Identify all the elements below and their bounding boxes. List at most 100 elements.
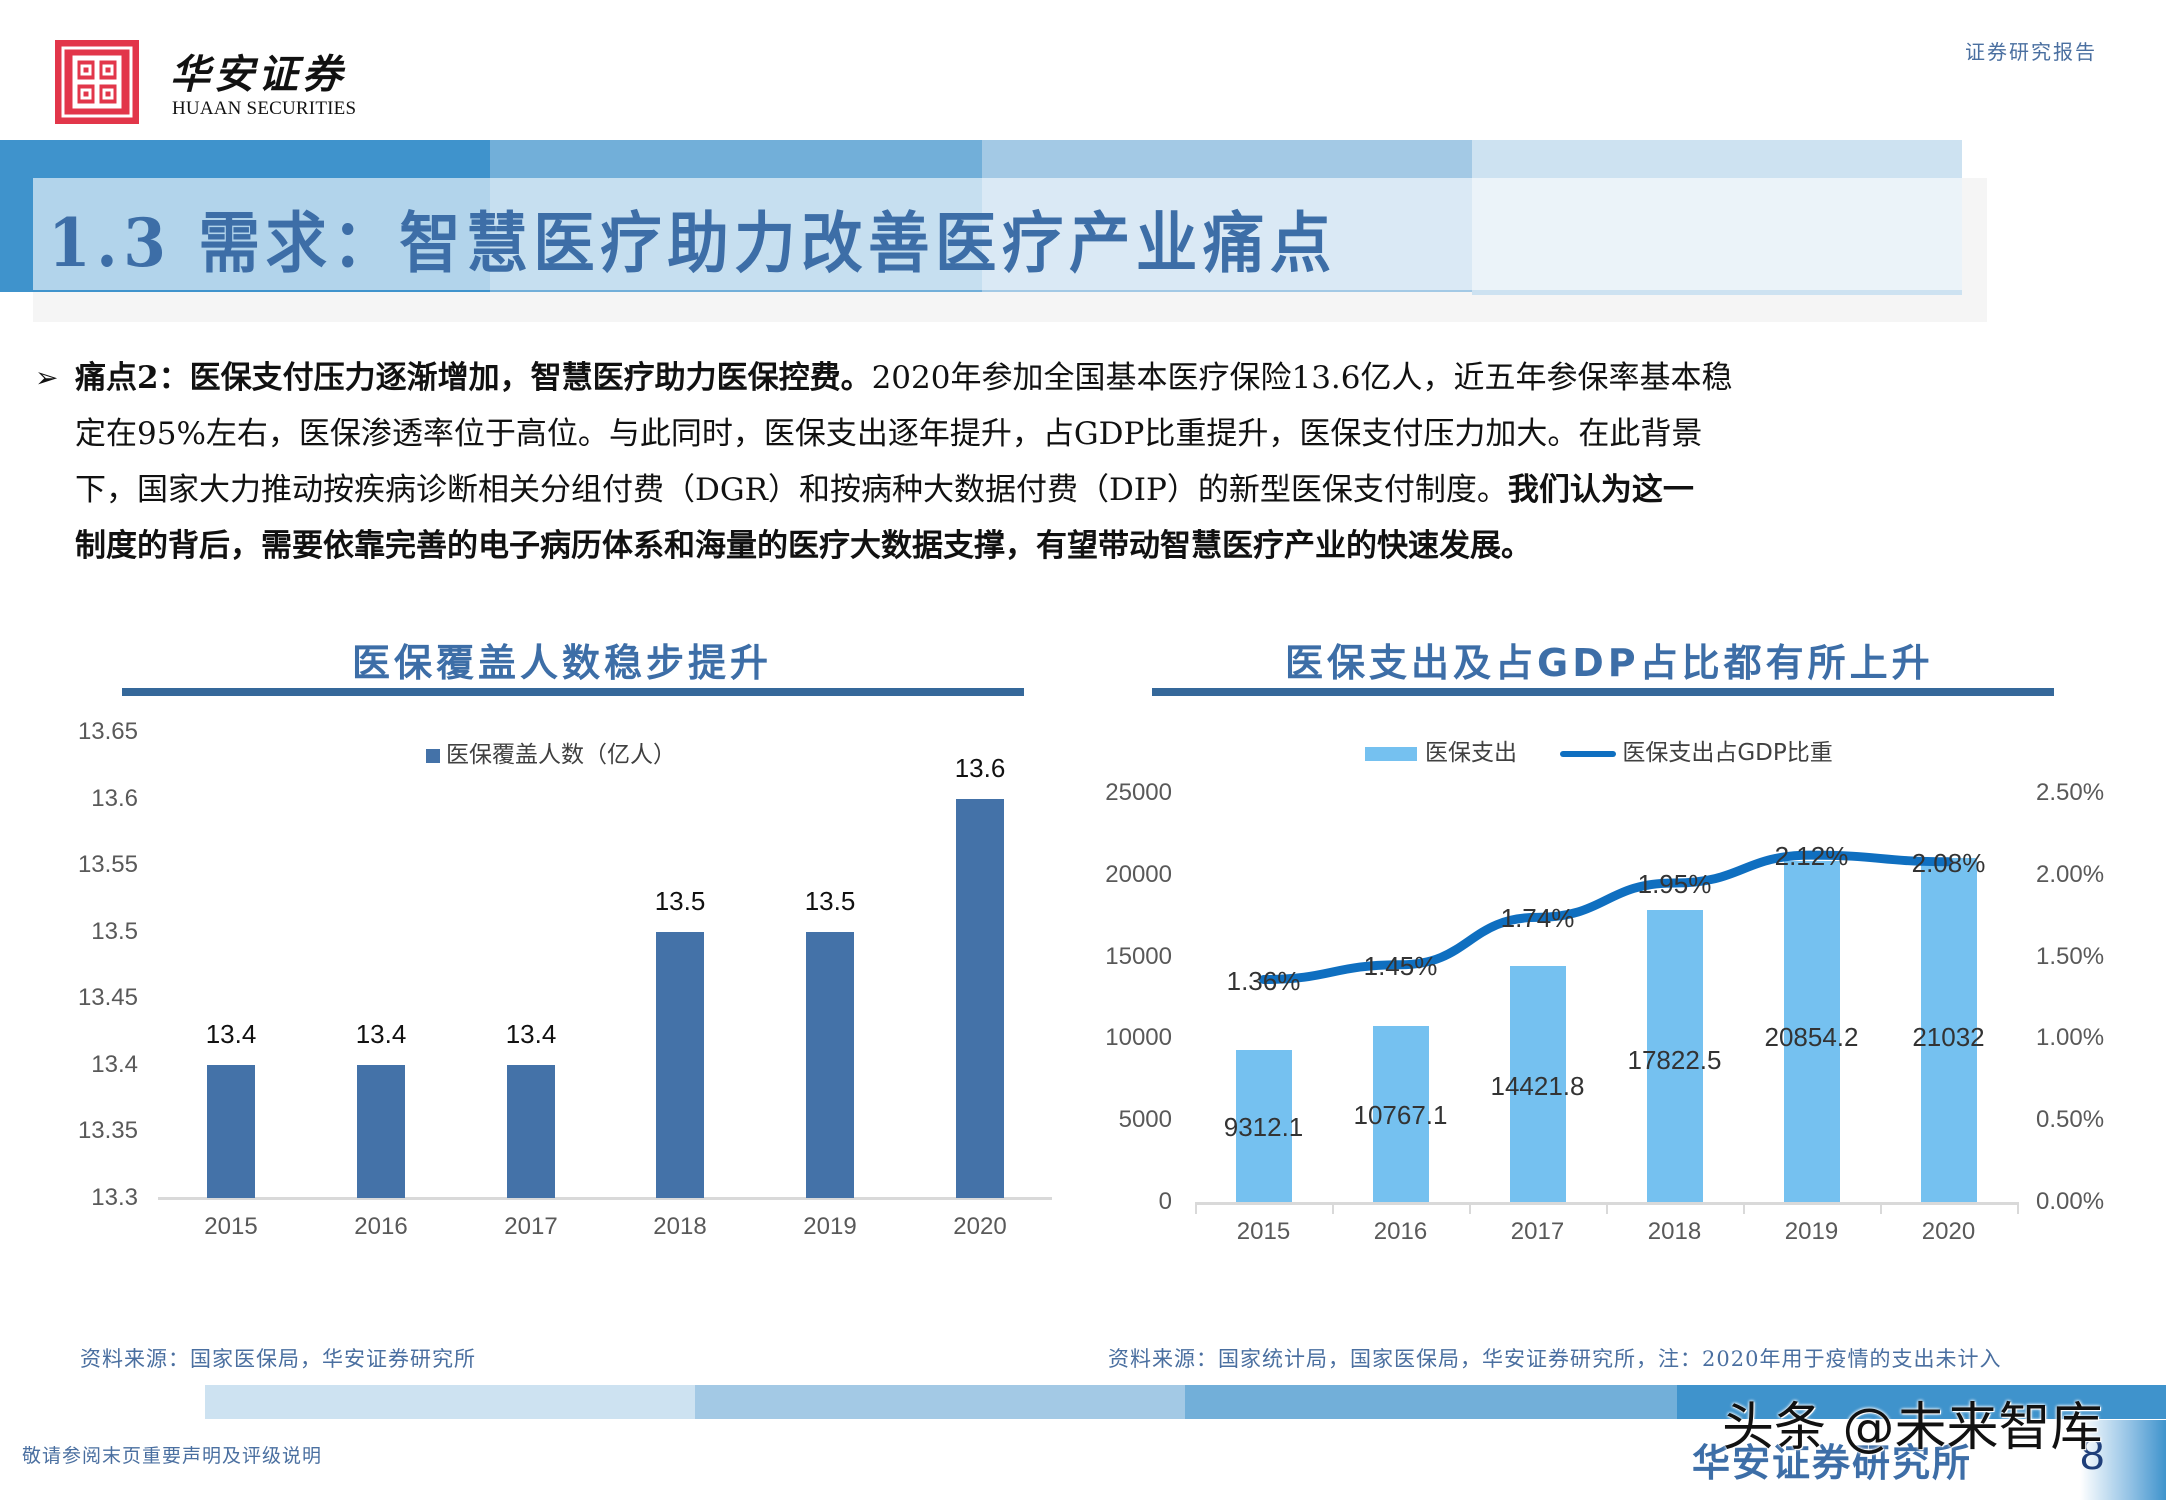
x-tick-label: 2018 <box>653 1213 707 1240</box>
chart-right-title-underline <box>1152 688 2054 696</box>
x-tick-label: 2019 <box>803 1213 857 1240</box>
bar <box>207 1064 255 1198</box>
x-tick-label: 2020 <box>953 1213 1007 1240</box>
logo-english-name: HUAAN SECURITIES <box>172 98 357 119</box>
x-axis-tick <box>2017 1202 2019 1214</box>
chart-right-legend: 医保支出 医保支出占GDP比重 <box>1365 733 1833 767</box>
footer-stripe-2 <box>695 1385 1185 1419</box>
y-tick-label: 13.45 <box>77 984 138 1012</box>
bar <box>507 1064 555 1198</box>
bar <box>1235 1049 1292 1202</box>
logo-chinese-name: 华安证券 <box>170 51 346 98</box>
footer-stripe-1 <box>205 1385 695 1419</box>
y-left-tick-label: 20000 <box>1105 860 1172 888</box>
x-tick-label: 2019 <box>1784 1218 1839 1245</box>
legend-swatch-icon <box>426 748 440 763</box>
chart-left-title: 医保覆盖人数稳步提升 <box>352 641 773 685</box>
y-left-tick-label: 0 <box>1158 1188 1172 1215</box>
x-axis-tick <box>1880 1202 1882 1214</box>
paragraph-line-3: 下，国家大力推动按疾病诊断相关分组付费（DGR）和按病种大数据付费（DIP）的新… <box>75 462 2095 518</box>
y-left-tick-label: 10000 <box>1105 1024 1172 1052</box>
paragraph-line-4: 制度的背后，需要依靠完善的电子病历体系和海量的医疗大数据支撑，有望带动智慧医疗产… <box>75 518 2095 574</box>
legend-label: 医保支出 <box>1425 740 1517 766</box>
chart-right-title: 医保支出及占GDP占比都有所上升 <box>1285 641 1934 685</box>
report-type-label: 证券研究报告 <box>1965 40 2097 64</box>
page-number: 8 <box>2080 1430 2105 1479</box>
paragraph-line-2: 定在95%左右，医保渗透率位于高位。与此同时，医保支出逐年提升，占GDP比重提升… <box>75 416 1703 452</box>
footer-brand: 华安证券研究所 <box>1692 1440 1973 1485</box>
y-left-tick-label: 25000 <box>1105 779 1172 806</box>
x-tick-label: 2018 <box>1647 1218 1702 1245</box>
x-axis-tick <box>1195 1202 1197 1214</box>
title-overlay <box>33 178 1962 290</box>
data-label: 13.4 <box>505 1018 557 1049</box>
x-axis-tick <box>1606 1202 1608 1214</box>
y-right-tick-label: 2.50% <box>2036 779 2105 806</box>
body-paragraph: ➢ 痛点2：医保支付压力逐渐增加，智慧医疗助力医保控费。2020年参加全国基本医… <box>35 350 2095 574</box>
x-axis-tick <box>1743 1202 1745 1214</box>
line-data-label: 1.45% <box>1363 950 1438 981</box>
x-tick-label: 2020 <box>1921 1218 1976 1245</box>
x-tick-label: 2017 <box>1510 1218 1565 1245</box>
y-right-tick-label: 0.50% <box>2036 1106 2105 1134</box>
bullet-arrow-icon: ➢ <box>35 361 59 394</box>
y-tick-label: 13.4 <box>91 1050 138 1078</box>
logo-mark <box>55 40 139 124</box>
bar <box>1372 1025 1429 1202</box>
paragraph-text: 2020年参加全国基本医疗保险13.6亿人，近五年参保率基本稳 <box>871 360 1733 396</box>
bar-data-label: 20854.2 <box>1764 1022 1859 1052</box>
bar-data-label: 9312.1 <box>1223 1112 1304 1142</box>
paragraph-text: 下，国家大力推动按疾病诊断相关分组付费（DGR）和按病种大数据付费（DIP）的新… <box>75 472 1508 508</box>
bar <box>1509 966 1566 1202</box>
y-left-tick-label: 15000 <box>1105 942 1172 970</box>
data-label: 13.5 <box>804 885 856 916</box>
legend-label: 医保支出占GDP比重 <box>1622 740 1833 766</box>
y-right-tick-label: 1.50% <box>2036 942 2105 970</box>
chart-left-x-axis-line <box>158 1197 1052 1200</box>
chart-left-title-underline <box>122 688 1024 696</box>
data-label: 13.6 <box>954 752 1006 783</box>
data-label: 13.4 <box>205 1018 257 1049</box>
bar-data-label: 14421.8 <box>1490 1071 1585 1101</box>
disclaimer-text: 敬请参阅末页重要声明及评级说明 <box>22 1445 323 1467</box>
x-axis-tick <box>1332 1202 1334 1214</box>
bar-data-label: 17822.5 <box>1627 1045 1722 1075</box>
bar <box>956 798 1004 1198</box>
line-data-label: 2.08% <box>1911 847 1986 878</box>
x-tick-label: 2016 <box>1373 1218 1428 1245</box>
x-axis-tick <box>1469 1202 1471 1214</box>
bar-data-label: 21032 <box>1912 1022 1985 1052</box>
bar <box>656 931 704 1198</box>
chart-left-legend: 医保覆盖人数（亿人） <box>426 735 676 769</box>
x-tick-label: 2015 <box>204 1213 258 1240</box>
chart-left-source: 资料来源：国家医保局，华安证券研究所 <box>80 1347 476 1371</box>
line-data-label: 1.95% <box>1637 868 1712 899</box>
bar <box>806 931 854 1198</box>
bar <box>357 1064 405 1198</box>
y-tick-label: 13.5 <box>91 917 138 945</box>
y-tick-label: 13.35 <box>77 1117 138 1145</box>
legend-line-swatch-icon <box>1560 750 1617 757</box>
x-tick-label: 2017 <box>504 1213 558 1240</box>
legend-bar-swatch-icon <box>1365 746 1417 761</box>
huaan-logo-icon <box>61 46 133 118</box>
data-label: 13.5 <box>654 885 706 916</box>
line-data-label: 1.36% <box>1226 965 1301 996</box>
pain-point-heading: 痛点2：医保支付压力逐渐增加，智慧医疗助力医保控费。 <box>75 360 872 396</box>
footer-stripe-4 <box>1677 1385 2166 1419</box>
y-tick-label: 13.6 <box>91 784 138 812</box>
chart-right-source: 资料来源：国家统计局，国家医保局，华安证券研究所，注：2020年用于疫情的支出未… <box>1108 1347 2002 1371</box>
conclusion-text: 制度的背后，需要依靠完善的电子病历体系和海量的医疗大数据支撑，有望带动智慧医疗产… <box>75 528 1532 564</box>
line-data-label: 1.74% <box>1500 903 1575 934</box>
conclusion-text: 我们认为这一 <box>1507 472 1694 508</box>
footer-corner-gradient <box>2080 1420 2166 1500</box>
y-left-tick-label: 5000 <box>1118 1106 1172 1134</box>
y-right-tick-label: 1.00% <box>2036 1024 2105 1052</box>
y-right-tick-label: 0.00% <box>2036 1188 2105 1215</box>
watermark-text: 头条 @未来智库 <box>1722 1398 2103 1458</box>
y-right-tick-label: 2.00% <box>2036 860 2105 888</box>
legend-label: 医保覆盖人数（亿人） <box>446 742 676 768</box>
y-tick-label: 13.65 <box>77 718 138 745</box>
paragraph-line-1: 痛点2：医保支付压力逐渐增加，智慧医疗助力医保控费。2020年参加全国基本医疗保… <box>75 350 2095 406</box>
y-tick-label: 13.3 <box>91 1184 138 1211</box>
